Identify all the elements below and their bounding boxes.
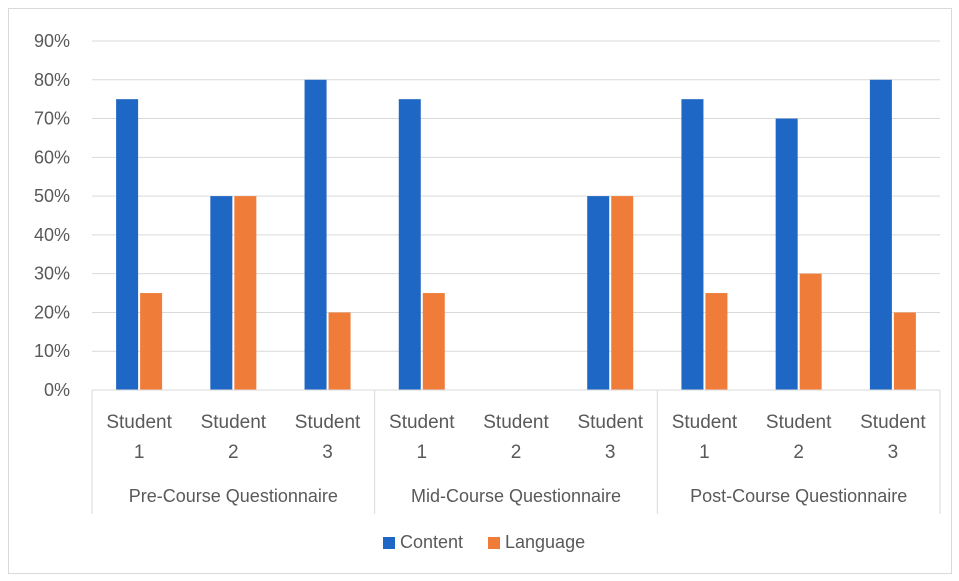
category-label: 3 [605, 442, 616, 463]
category-label: Student [860, 412, 926, 433]
category-label: Student [106, 412, 172, 433]
y-tick-label: 80% [34, 70, 70, 90]
bar-content [587, 196, 610, 390]
bar-language [799, 273, 822, 390]
legend-label-language: Language [505, 532, 585, 552]
legend-swatch-language [488, 537, 500, 549]
category-label: 2 [228, 442, 239, 463]
y-tick-label: 10% [34, 341, 70, 361]
y-tick-label: 40% [34, 225, 70, 245]
bar-content [398, 99, 421, 391]
category-label: Student [201, 412, 267, 433]
category-label: Student [766, 412, 832, 433]
category-label: Student [577, 412, 643, 433]
bar-language [705, 293, 728, 390]
y-tick-label: 30% [34, 264, 70, 284]
category-label: Student [295, 412, 361, 433]
bar-content [869, 79, 892, 391]
category-label: 1 [699, 442, 710, 463]
bar-content [681, 99, 704, 391]
category-label: 2 [511, 442, 522, 463]
bar-content [304, 79, 327, 391]
category-label: 1 [134, 442, 145, 463]
legend-label-content: Content [400, 532, 463, 552]
bar-language [893, 312, 916, 390]
bar-language [611, 196, 634, 390]
bar-language [422, 293, 445, 390]
y-tick-label: 50% [34, 186, 70, 206]
y-tick-label: 0% [44, 380, 70, 400]
group-label: Post-Course Questionnaire [690, 486, 907, 506]
group-label: Mid-Course Questionnaire [411, 486, 621, 506]
bar-language [234, 196, 257, 390]
bar-content [210, 196, 233, 390]
bar-language [140, 293, 163, 390]
category-label: Student [389, 412, 455, 433]
category-label: 1 [416, 442, 427, 463]
y-tick-label: 90% [34, 31, 70, 51]
legend-swatch-content [383, 537, 395, 549]
bar-content [775, 118, 798, 391]
category-label: 3 [322, 442, 333, 463]
group-label: Pre-Course Questionnaire [129, 486, 338, 506]
category-label: 3 [888, 442, 899, 463]
bar-language [328, 312, 351, 390]
category-label: 2 [793, 442, 804, 463]
bar-content [116, 99, 139, 391]
y-tick-label: 70% [34, 109, 70, 129]
y-tick-label: 20% [34, 302, 70, 322]
category-label: Student [672, 412, 738, 433]
y-tick-label: 60% [34, 147, 70, 167]
category-label: Student [483, 412, 549, 433]
